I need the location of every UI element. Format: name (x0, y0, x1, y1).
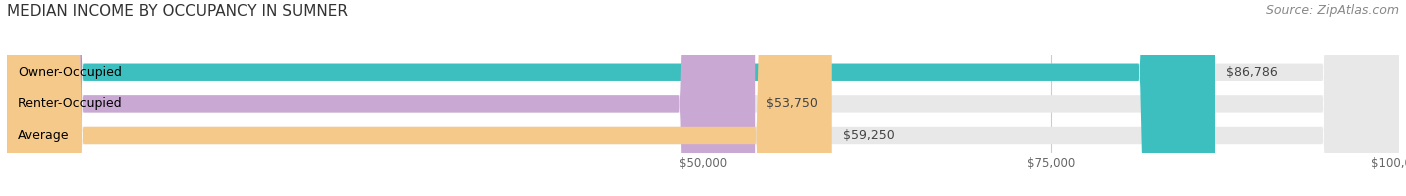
Text: Renter-Occupied: Renter-Occupied (18, 97, 122, 110)
Text: $86,786: $86,786 (1226, 66, 1278, 79)
Text: Source: ZipAtlas.com: Source: ZipAtlas.com (1265, 4, 1399, 17)
FancyBboxPatch shape (7, 0, 1399, 196)
FancyBboxPatch shape (7, 0, 832, 196)
Text: $59,250: $59,250 (842, 129, 894, 142)
Text: Owner-Occupied: Owner-Occupied (18, 66, 122, 79)
Text: $53,750: $53,750 (766, 97, 818, 110)
Text: Average: Average (18, 129, 70, 142)
FancyBboxPatch shape (7, 0, 1215, 196)
FancyBboxPatch shape (7, 0, 1399, 196)
FancyBboxPatch shape (7, 0, 755, 196)
FancyBboxPatch shape (7, 0, 1399, 196)
Text: MEDIAN INCOME BY OCCUPANCY IN SUMNER: MEDIAN INCOME BY OCCUPANCY IN SUMNER (7, 4, 349, 19)
